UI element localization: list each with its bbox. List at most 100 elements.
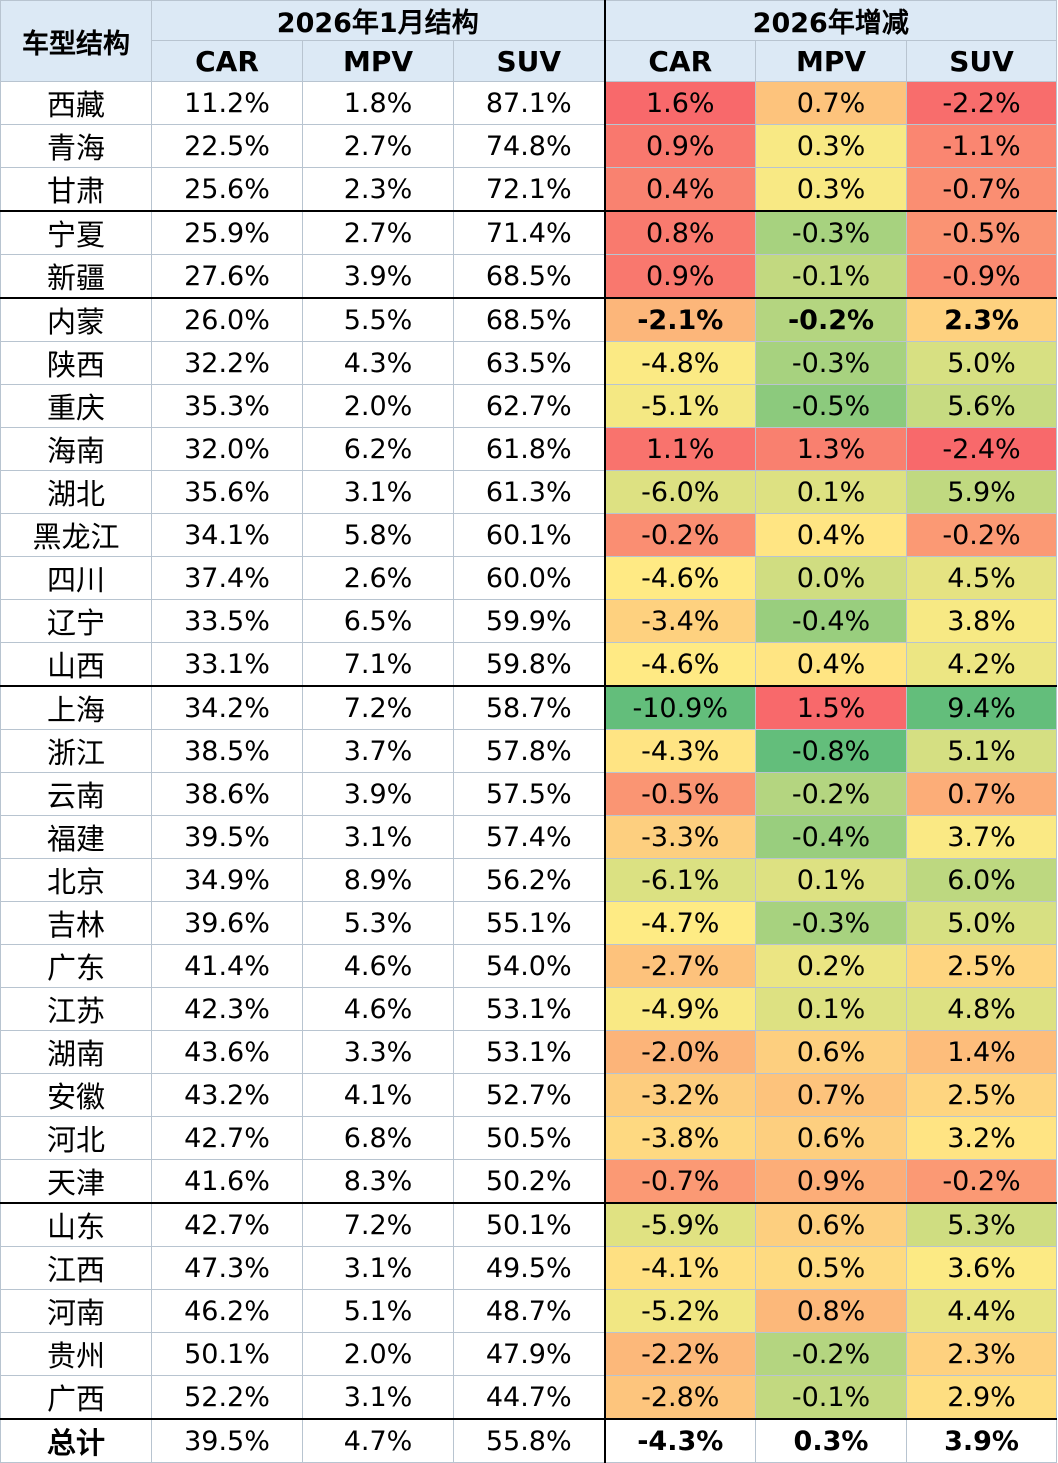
suv-share-cell: 59.9% xyxy=(453,599,606,643)
mpv-change-cell: -0.3% xyxy=(755,341,907,385)
suv-share-cell: 47.9% xyxy=(453,1332,606,1376)
table-row: 黑龙江 34.1% 5.8% 60.1% -0.2% 0.4% -0.2% xyxy=(0,513,1058,557)
suv-change-cell: 6.0% xyxy=(905,858,1058,902)
mpv-change-cell: 0.3% xyxy=(755,1418,907,1463)
mpv-share-cell: 7.1% xyxy=(302,642,454,687)
mpv-change-cell: -0.4% xyxy=(755,815,907,859)
suv-share-cell: 58.7% xyxy=(453,685,606,730)
mpv-change-cell: -0.8% xyxy=(755,729,907,773)
region-cell: 浙江 xyxy=(0,729,152,773)
suv-change-cell: 4.8% xyxy=(905,987,1058,1031)
region-cell: 山东 xyxy=(0,1202,152,1247)
suv-share-cell: 59.8% xyxy=(453,642,606,687)
car-change-cell: -0.2% xyxy=(604,513,756,557)
mpv-change-cell: 0.1% xyxy=(755,987,907,1031)
table-row: 广东 41.4% 4.6% 54.0% -2.7% 0.2% 2.5% xyxy=(0,944,1058,988)
car-share-cell: 39.5% xyxy=(151,815,303,859)
region-cell: 湖南 xyxy=(0,1030,152,1074)
mpv-change-cell: 0.3% xyxy=(755,124,907,168)
suv-share-cell: 52.7% xyxy=(453,1073,606,1117)
mpv-change-cell: 0.4% xyxy=(755,642,907,687)
suv-change-cell: 5.1% xyxy=(905,729,1058,773)
suv-share-cell: 57.8% xyxy=(453,729,606,773)
col-header-suv: SUV xyxy=(453,40,606,82)
suv-change-cell: 3.6% xyxy=(905,1246,1058,1290)
region-cell: 西藏 xyxy=(0,81,152,125)
group-header-change: 2026年增减 xyxy=(603,0,1058,41)
car-change-cell: -3.3% xyxy=(604,815,756,859)
car-share-cell: 25.6% xyxy=(151,167,303,212)
mpv-change-cell: -0.1% xyxy=(755,254,907,299)
table-row: 新疆 27.6% 3.9% 68.5% 0.9% -0.1% -0.9% xyxy=(0,254,1058,299)
car-change-cell: -2.0% xyxy=(604,1030,756,1074)
col-header-suv-change: SUV xyxy=(905,40,1058,82)
table-row: 海南 32.0% 6.2% 61.8% 1.1% 1.3% -2.4% xyxy=(0,427,1058,471)
suv-share-cell: 57.4% xyxy=(453,815,606,859)
suv-share-cell: 49.5% xyxy=(453,1246,606,1290)
suv-change-cell: 2.3% xyxy=(905,1332,1058,1376)
car-share-cell: 41.4% xyxy=(151,944,303,988)
suv-share-cell: 63.5% xyxy=(453,341,606,385)
region-cell: 湖北 xyxy=(0,470,152,514)
mpv-change-cell: 0.7% xyxy=(755,81,907,125)
mpv-share-cell: 3.1% xyxy=(302,470,454,514)
suv-share-cell: 48.7% xyxy=(453,1289,606,1333)
mpv-share-cell: 2.7% xyxy=(302,124,454,168)
table-row: 江苏 42.3% 4.6% 53.1% -4.9% 0.1% 4.8% xyxy=(0,987,1058,1031)
mpv-change-cell: -0.4% xyxy=(755,599,907,643)
car-change-cell: -6.1% xyxy=(604,858,756,902)
mpv-share-cell: 2.7% xyxy=(302,210,454,255)
table-row: 福建 39.5% 3.1% 57.4% -3.3% -0.4% 3.7% xyxy=(0,815,1058,859)
group-header-structure: 2026年1月结构 xyxy=(151,0,606,41)
car-share-cell: 34.9% xyxy=(151,858,303,902)
car-change-cell: -2.7% xyxy=(604,944,756,988)
car-change-cell: -4.3% xyxy=(604,729,756,773)
table-row: 青海 22.5% 2.7% 74.8% 0.9% 0.3% -1.1% xyxy=(0,124,1058,168)
region-cell: 河南 xyxy=(0,1289,152,1333)
mpv-change-cell: 0.9% xyxy=(755,1159,907,1204)
suv-change-cell: -0.7% xyxy=(905,167,1058,212)
mpv-change-cell: -0.2% xyxy=(755,772,907,816)
mpv-change-cell: 0.4% xyxy=(755,513,907,557)
car-change-cell: -2.8% xyxy=(604,1375,756,1420)
car-share-cell: 41.6% xyxy=(151,1159,303,1204)
car-share-cell: 35.6% xyxy=(151,470,303,514)
region-cell: 新疆 xyxy=(0,254,152,299)
mpv-share-cell: 2.0% xyxy=(302,1332,454,1376)
mpv-share-cell: 8.9% xyxy=(302,858,454,902)
mpv-change-cell: -0.3% xyxy=(755,210,907,255)
mpv-share-cell: 3.9% xyxy=(302,772,454,816)
mpv-share-cell: 7.2% xyxy=(302,685,454,730)
region-cell: 江苏 xyxy=(0,987,152,1031)
mpv-share-cell: 2.0% xyxy=(302,384,454,428)
mpv-share-cell: 7.2% xyxy=(302,1202,454,1247)
mpv-share-cell: 3.9% xyxy=(302,254,454,299)
suv-change-cell: 2.3% xyxy=(905,297,1058,342)
car-change-cell: -3.8% xyxy=(604,1116,756,1160)
suv-share-cell: 62.7% xyxy=(453,384,606,428)
table-row: 四川 37.4% 2.6% 60.0% -4.6% 0.0% 4.5% xyxy=(0,556,1058,600)
suv-change-cell: -0.2% xyxy=(905,1159,1058,1204)
suv-share-cell: 50.1% xyxy=(453,1202,606,1247)
car-change-cell: -0.7% xyxy=(604,1159,756,1204)
suv-change-cell: 5.0% xyxy=(905,341,1058,385)
car-change-cell: -5.1% xyxy=(604,384,756,428)
table-row: 重庆 35.3% 2.0% 62.7% -5.1% -0.5% 5.6% xyxy=(0,384,1058,428)
region-cell: 内蒙 xyxy=(0,297,152,342)
region-cell: 甘肃 xyxy=(0,167,152,212)
table-row: 山东 42.7% 7.2% 50.1% -5.9% 0.6% 5.3% xyxy=(0,1202,1058,1247)
car-change-cell: -4.7% xyxy=(604,901,756,945)
mpv-share-cell: 6.2% xyxy=(302,427,454,471)
car-share-cell: 50.1% xyxy=(151,1332,303,1376)
region-cell: 海南 xyxy=(0,427,152,471)
suv-change-cell: 2.5% xyxy=(905,1073,1058,1117)
car-share-cell: 11.2% xyxy=(151,81,303,125)
table-row: 河南 46.2% 5.1% 48.7% -5.2% 0.8% 4.4% xyxy=(0,1289,1058,1333)
suv-change-cell: 0.7% xyxy=(905,772,1058,816)
mpv-share-cell: 8.3% xyxy=(302,1159,454,1204)
table-row: 西藏 11.2% 1.8% 87.1% 1.6% 0.7% -2.2% xyxy=(0,81,1058,125)
table-row: 辽宁 33.5% 6.5% 59.9% -3.4% -0.4% 3.8% xyxy=(0,599,1058,643)
table-row: 湖北 35.6% 3.1% 61.3% -6.0% 0.1% 5.9% xyxy=(0,470,1058,514)
suv-share-cell: 50.2% xyxy=(453,1159,606,1204)
suv-change-cell: 5.0% xyxy=(905,901,1058,945)
